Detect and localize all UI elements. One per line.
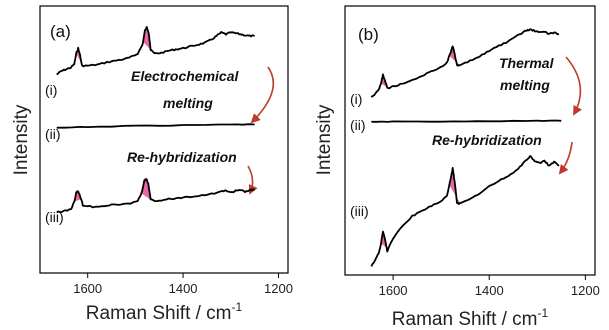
panel-a-frame	[39, 5, 289, 274]
panel-a-xlabel: Raman Shift / cm-1	[86, 300, 243, 324]
panel-a-label: (a)	[50, 22, 71, 41]
panel-b-annotation-rehybridization: Re-hybridization	[432, 132, 542, 148]
panel-b-trace-1	[370, 28, 560, 98]
panel-a-marks: 1600 1400 1200	[56, 26, 293, 296]
panel-a-annotation-melting: melting	[163, 95, 213, 111]
panel-a-trace-2	[56, 123, 255, 129]
panel-b-xlabel: Raman Shift / cm-1	[392, 306, 549, 330]
panel-b-xlabel-text: Raman Shift / cm	[392, 309, 538, 330]
panel-a-arrow-melting	[250, 66, 275, 124]
panel-b-trace-3	[370, 155, 560, 267]
panel-b-label: (b)	[358, 25, 379, 44]
panel-a-annotation-electrochemical: Electrochemical	[131, 68, 239, 84]
panel-b-marks: 1600 1400 1200	[370, 28, 600, 298]
panel-b-xlabel-sup: -1	[538, 306, 549, 320]
panel-b-arrow-rehybridization	[558, 141, 573, 175]
panel-a-trace-label-iii: (iii)	[45, 209, 64, 225]
panel-b: (b) Intensity Raman Shift / cm-1 (i) (ii…	[314, 5, 600, 330]
panel-b-x-tick-label: 1600	[379, 283, 408, 298]
panel-a-xlabel-text: Raman Shift / cm	[86, 303, 232, 324]
panel-b-annotation-melting: melting	[500, 77, 550, 93]
panel-b-ylabel: Intensity	[314, 104, 335, 175]
panel-b-x-tick-label: 1200	[571, 283, 600, 298]
panel-a-xlabel-sup: -1	[232, 300, 243, 314]
panel-b-x-tick-label: 1400	[475, 283, 504, 298]
panel-b-annotation-thermal: Thermal	[499, 55, 555, 71]
panel-b-trace-label-ii: (ii)	[350, 117, 366, 133]
panel-a-trace-label-i: (i)	[45, 82, 57, 98]
panel-a-trace-1	[56, 26, 256, 76]
panel-a-ylabel: Intensity	[11, 104, 32, 175]
panel-a-trace-1-peak-2	[143, 27, 153, 52]
panel-b-trace-label-i: (i)	[350, 91, 362, 107]
panel-a-x-tick-label: 1200	[264, 281, 293, 296]
panel-a-trace-label-ii: (ii)	[45, 126, 61, 142]
panel-a-trace-3-peak-1	[74, 191, 81, 202]
panel-b-trace-2	[371, 119, 562, 123]
panel-b-trace-label-iii: (iii)	[350, 203, 369, 219]
panel-b-frame	[344, 5, 596, 276]
panel-b-arrow-melting	[565, 56, 582, 116]
panel-a: (a) Intensity Raman Shift / cm-1 (i) (ii…	[11, 5, 293, 324]
panel-a-trace-3	[56, 178, 256, 213]
panel-a-annotation-rehybridization: Re-hybridization	[127, 149, 237, 165]
panel-a-x-tick-label: 1600	[73, 281, 102, 296]
panel-a-x-tick-label: 1400	[169, 281, 198, 296]
